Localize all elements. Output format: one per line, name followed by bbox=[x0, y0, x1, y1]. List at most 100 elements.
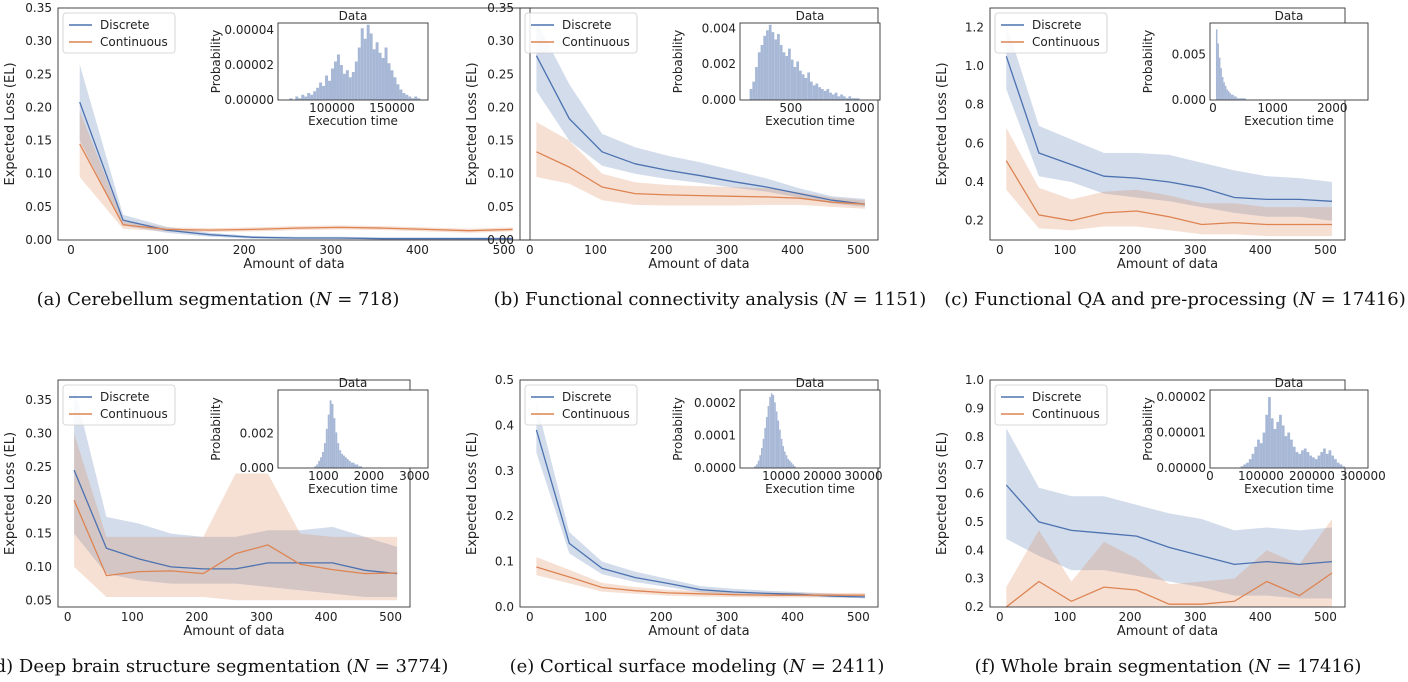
histogram-bar bbox=[788, 48, 791, 100]
histogram-bar bbox=[1235, 96, 1237, 100]
y-tick-label: 0.00 bbox=[25, 233, 52, 247]
y-tick-label: 0.25 bbox=[487, 67, 514, 81]
histogram-bar bbox=[1281, 425, 1285, 468]
histogram-bar bbox=[759, 455, 761, 468]
y-tick-label: 0.20 bbox=[25, 493, 52, 507]
inset-y-tick-label: 0.00002 bbox=[1156, 390, 1206, 404]
histogram-bar bbox=[1334, 459, 1337, 468]
histogram-bar bbox=[815, 83, 819, 100]
histogram-bar bbox=[1248, 459, 1252, 468]
histogram-bar bbox=[777, 33, 780, 100]
y-tick-label: 0.3 bbox=[965, 572, 984, 586]
histogram-bar bbox=[1259, 443, 1263, 468]
series-line-continuous bbox=[1005, 572, 1333, 607]
x-tick-label: 100 bbox=[584, 243, 607, 257]
y-tick-label: 0.05 bbox=[25, 593, 52, 607]
histogram-bar bbox=[1224, 85, 1227, 100]
legend-box bbox=[994, 12, 1108, 54]
x-tick-label: 100 bbox=[584, 610, 607, 624]
x-tick-label: 0 bbox=[996, 243, 1004, 257]
chart-panel-a: 0 100 200 300 400 5000.000.050.100.150.200.25… bbox=[3, 1, 531, 272]
histogram-bar bbox=[342, 73, 346, 100]
caption-a: (a) Cerebellum segmentation (N = 718) bbox=[36, 289, 400, 310]
histogram-bar bbox=[1230, 94, 1233, 100]
histogram-bar bbox=[320, 457, 322, 468]
histogram-bar bbox=[318, 460, 321, 468]
inset-x-tick-label: 10000 bbox=[762, 469, 800, 483]
axes-frame bbox=[57, 379, 411, 608]
histogram-bar bbox=[1331, 455, 1335, 468]
y-axis-label: Expected Loss (EL) bbox=[465, 432, 480, 555]
histogram-bar bbox=[345, 70, 349, 100]
histogram-bar bbox=[1309, 455, 1313, 468]
histogram-bar bbox=[1265, 414, 1269, 468]
histogram-bar bbox=[316, 464, 319, 468]
histogram-bar bbox=[411, 98, 415, 100]
inset-title: Data bbox=[1275, 376, 1304, 390]
histogram-bar bbox=[793, 466, 796, 468]
legend-box bbox=[524, 12, 638, 54]
histogram-bar bbox=[796, 61, 800, 100]
histogram-bar bbox=[329, 400, 332, 468]
legend-label-continuous: Continuous bbox=[1032, 35, 1100, 49]
histogram-bar bbox=[1254, 446, 1258, 468]
x-tick-label: 100 bbox=[121, 610, 144, 624]
histogram-bar bbox=[360, 466, 363, 468]
caption-c: (c) Functional QA and pre-processing (N … bbox=[944, 289, 1406, 310]
y-tick-label: 0.5 bbox=[965, 515, 984, 529]
inset-x-tick-label: 200000 bbox=[1289, 469, 1335, 483]
histogram-bar bbox=[784, 451, 786, 468]
histogram-bar bbox=[369, 33, 373, 100]
histogram-bar bbox=[761, 447, 763, 468]
legend: Discrete Continuous bbox=[994, 384, 1108, 426]
y-tick-label: 1.0 bbox=[965, 59, 984, 73]
x-tick-label: 200 bbox=[233, 243, 256, 257]
confidence-band-continuous bbox=[1006, 519, 1332, 607]
histogram-bar bbox=[1325, 453, 1329, 468]
legend-label-discrete: Discrete bbox=[562, 18, 612, 32]
legend-box bbox=[524, 384, 638, 426]
x-tick-label: 0 bbox=[64, 610, 72, 624]
legend-label-discrete: Discrete bbox=[100, 390, 150, 404]
y-tick-label: 0.2 bbox=[495, 509, 514, 523]
inset-y-axis-label: Probability bbox=[671, 30, 685, 93]
inset-x-tick-label: 1000 bbox=[308, 469, 339, 483]
histogram-bar bbox=[390, 70, 394, 100]
x-tick-label: 0 bbox=[996, 610, 1004, 624]
histogram-bar bbox=[1317, 455, 1321, 468]
x-tick-label: 300 bbox=[319, 243, 342, 257]
histogram-bar bbox=[829, 92, 832, 100]
y-tick-label: 0.10 bbox=[25, 560, 52, 574]
x-tick-label: 200 bbox=[1119, 610, 1142, 624]
histogram-bar bbox=[779, 429, 781, 468]
histogram-bar bbox=[853, 98, 857, 100]
histogram-bar bbox=[760, 44, 764, 100]
histogram-bar bbox=[1276, 421, 1280, 468]
histogram-bar bbox=[1268, 397, 1271, 468]
histogram-bar bbox=[810, 81, 813, 100]
histogram-bar bbox=[780, 438, 783, 468]
legend-label-discrete: Discrete bbox=[1032, 18, 1082, 32]
y-tick-label: 0.35 bbox=[25, 1, 52, 15]
inset-title: Data bbox=[796, 376, 825, 390]
x-tick-label: 200 bbox=[1119, 243, 1142, 257]
x-tick-label: 300 bbox=[715, 243, 738, 257]
y-tick-label: 0.4 bbox=[495, 418, 514, 432]
inset-x-tick-label: 1000 bbox=[844, 101, 875, 115]
y-axis-label: Expected Loss (EL) bbox=[935, 432, 950, 555]
inset-x-tick-label: 2000 bbox=[1317, 101, 1348, 115]
inset-histogram: Data 10000 20000 30000 0.0000 0.0001 0.0002 Exe… bbox=[671, 376, 883, 496]
histogram-bar bbox=[310, 94, 314, 100]
x-tick-label: 0 bbox=[526, 243, 534, 257]
histogram-bar bbox=[1246, 462, 1249, 468]
inset-y-tick-label: 0.00002 bbox=[224, 58, 274, 72]
histogram-bar bbox=[414, 96, 418, 100]
histogram-bar bbox=[752, 81, 756, 100]
x-tick-label: 300 bbox=[250, 610, 273, 624]
plot-area bbox=[535, 402, 865, 599]
y-tick-label: 0.15 bbox=[25, 527, 52, 541]
histogram-bar bbox=[337, 443, 340, 468]
histogram-bar bbox=[845, 98, 849, 100]
inset-x-tick-label: 2000 bbox=[354, 469, 385, 483]
